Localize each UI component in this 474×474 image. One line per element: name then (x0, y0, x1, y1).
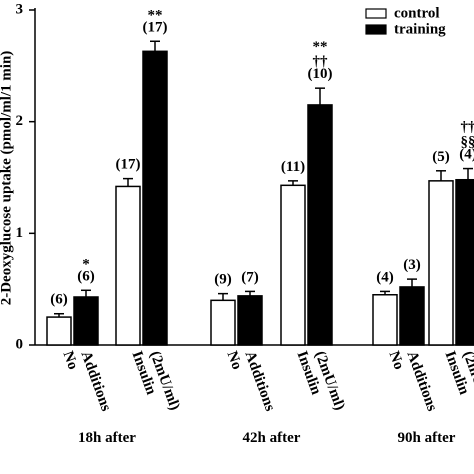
significance-mark: §§ (461, 135, 474, 151)
bar (73, 296, 99, 346)
bar (455, 178, 474, 346)
x-tick-label: No (60, 349, 81, 372)
bar (399, 286, 425, 346)
n-label: (4) (459, 147, 474, 163)
x-tick-label: No (386, 349, 407, 372)
y-axis-label: 2-Deoxyglucose uptake (pmol/ml/1 min) (0, 51, 14, 306)
bar (372, 294, 398, 346)
y-tick-label: 3 (16, 1, 24, 17)
legend-label: training (394, 21, 446, 37)
n-label: (4) (376, 269, 394, 285)
bar (307, 104, 333, 346)
x-tick-label: Additions (242, 349, 278, 413)
legend-swatch (365, 8, 387, 19)
group-label: 18h after (78, 430, 136, 446)
n-label: (17) (116, 157, 141, 173)
legend-swatch (365, 24, 387, 35)
n-label: (6) (77, 268, 95, 284)
legend-label: control (394, 5, 440, 21)
y-tick-label: 0 (16, 336, 24, 352)
bar (115, 185, 141, 346)
bar (428, 180, 454, 346)
group-label: 90h after (398, 430, 456, 446)
significance-mark: ** (313, 39, 328, 55)
x-tick-label: No (224, 349, 245, 372)
significance-mark: ** (148, 7, 163, 23)
y-tick-label: 2 (16, 113, 24, 129)
x-tick-label: Additions (78, 349, 114, 413)
n-label: (11) (281, 159, 305, 175)
significance-mark: †† (313, 54, 329, 70)
bar (46, 316, 72, 346)
n-label: (7) (241, 269, 259, 285)
n-label: (6) (50, 292, 68, 308)
n-label: (17) (143, 19, 168, 35)
n-label: (5) (432, 149, 450, 165)
significance-mark: †† (461, 120, 474, 136)
bar (280, 184, 306, 346)
significance-mark: * (82, 256, 90, 272)
group-label: 42h after (243, 430, 301, 446)
n-label: (9) (214, 272, 232, 288)
y-tick-label: 1 (16, 225, 24, 241)
bar (142, 50, 168, 346)
x-tick-label: Additions (404, 349, 440, 413)
bar (210, 299, 236, 346)
n-label: (3) (403, 257, 421, 273)
bar (237, 295, 263, 346)
n-label: (10) (308, 66, 333, 82)
